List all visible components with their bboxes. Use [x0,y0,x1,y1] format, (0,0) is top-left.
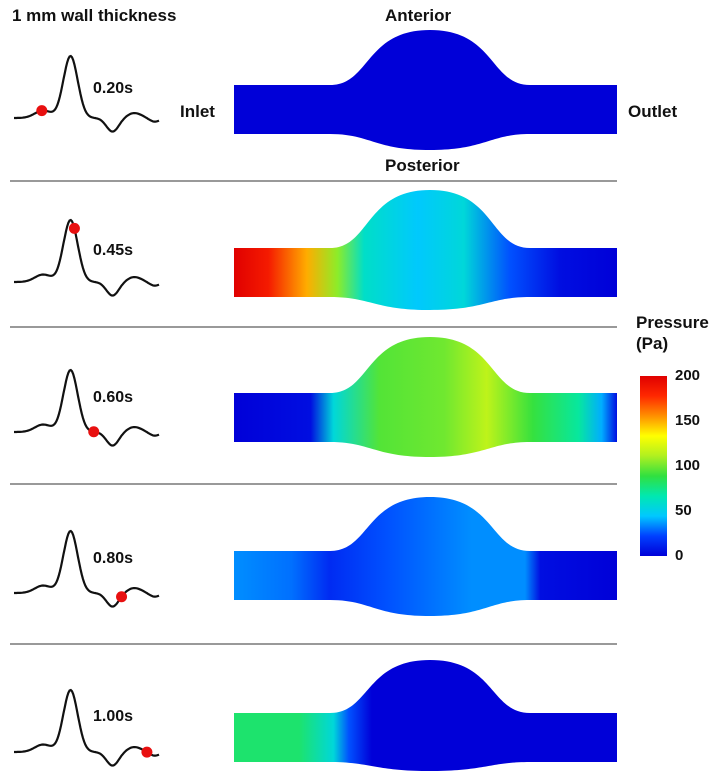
anterior-label: Anterior [385,6,452,25]
flow-waveform [14,368,160,447]
vessel-pressure-map [234,497,617,616]
panel-3 [10,337,617,485]
posterior-label: Posterior [385,156,460,175]
flow-waveform [14,218,160,297]
vessel-pressure-map [234,30,617,150]
time-label: 0.45s [93,242,134,259]
vessel-pressure-map [234,190,617,310]
figure-title: 1 mm wall thickness [12,6,177,25]
phase-marker [88,426,100,438]
flow-waveform [14,529,160,608]
colorbar-title-line2: (Pa) [636,334,669,353]
time-label: 1.00s [93,708,134,725]
time-label: 0.20s [93,80,134,97]
outlet-label: Outlet [628,102,678,121]
colorbar-tick-label: 0 [675,547,684,564]
panel-4 [10,497,617,645]
flow-waveform [14,54,160,133]
colorbar-title-line1: Pressure [636,313,709,332]
vessel-pressure-map [234,660,617,771]
panel-1 [10,30,617,182]
colorbar-title: Pressure (Pa) [636,312,709,354]
colorbar-tick-label: 50 [675,502,692,519]
colorbar-tick-label: 100 [675,457,701,474]
phase-marker [116,591,128,603]
phase-marker [68,222,80,234]
time-label: 0.80s [93,550,134,567]
inlet-label: Inlet [180,102,215,121]
phase-marker [141,746,153,758]
panel-5 [14,660,617,771]
colorbar [640,376,667,556]
panel-2 [10,190,617,328]
vessel-pressure-map [234,337,617,457]
phase-marker [36,105,48,117]
flow-waveform [14,688,160,767]
time-label: 0.60s [93,389,134,406]
colorbar-tick-label: 200 [675,367,701,384]
colorbar-tick-label: 150 [675,412,701,429]
